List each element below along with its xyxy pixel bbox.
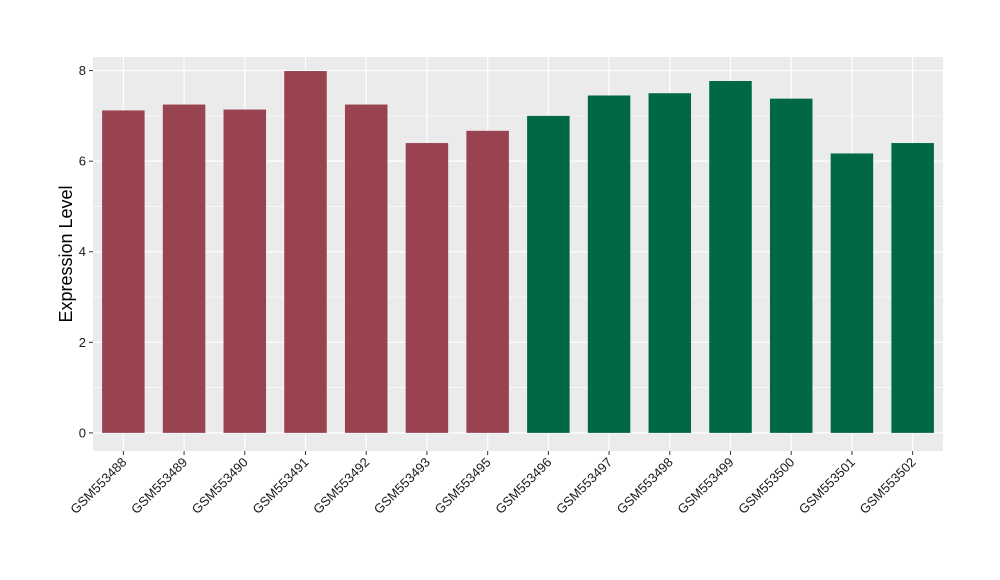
y-axis-title: Expression Level bbox=[56, 185, 76, 322]
x-tick-label: GSM553501 bbox=[796, 455, 858, 517]
x-tick-label: GSM553495 bbox=[432, 455, 494, 517]
bar-GSM553500 bbox=[769, 98, 813, 433]
bar-GSM553488 bbox=[102, 110, 145, 433]
x-tick-label: GSM553490 bbox=[189, 455, 251, 517]
y-tick-label: 2 bbox=[79, 335, 86, 350]
x-tick-label: GSM553496 bbox=[492, 455, 554, 517]
bar-GSM553502 bbox=[891, 143, 934, 433]
bar-GSM553492 bbox=[344, 104, 388, 433]
x-tick-label: GSM553488 bbox=[67, 455, 129, 517]
y-tick-label: 0 bbox=[79, 425, 86, 440]
x-tick-label: GSM553497 bbox=[553, 455, 615, 517]
x-tick-label: GSM553498 bbox=[614, 455, 676, 517]
bars bbox=[102, 71, 934, 433]
x-tick-label: GSM553502 bbox=[857, 455, 919, 517]
y-tick-label: 6 bbox=[79, 154, 86, 169]
bar-GSM553496 bbox=[527, 115, 570, 433]
x-tick-label: GSM553499 bbox=[674, 455, 736, 517]
y-axis: 0 2 4 6 8 bbox=[79, 63, 93, 440]
bar-GSM553490 bbox=[223, 109, 267, 433]
bar-GSM553498 bbox=[648, 93, 692, 433]
x-tick-label: GSM553489 bbox=[128, 455, 190, 517]
bar-GSM553501 bbox=[830, 153, 874, 433]
x-tick-label: GSM553491 bbox=[249, 455, 311, 517]
x-axis: GSM553488GSM553489GSM553490GSM553491GSM5… bbox=[67, 451, 919, 517]
x-tick-label: GSM553500 bbox=[735, 455, 797, 517]
y-tick-label: 4 bbox=[79, 244, 86, 259]
bar-GSM553493 bbox=[405, 143, 449, 433]
bar-GSM553499 bbox=[709, 81, 752, 433]
bar-GSM553489 bbox=[162, 104, 206, 433]
x-tick-label: GSM553493 bbox=[371, 455, 433, 517]
bar-GSM553491 bbox=[284, 71, 327, 433]
x-tick-label: GSM553492 bbox=[310, 455, 372, 517]
y-tick-label: 8 bbox=[79, 63, 86, 78]
bar-GSM553497 bbox=[587, 95, 631, 433]
bar-GSM553495 bbox=[466, 130, 509, 433]
